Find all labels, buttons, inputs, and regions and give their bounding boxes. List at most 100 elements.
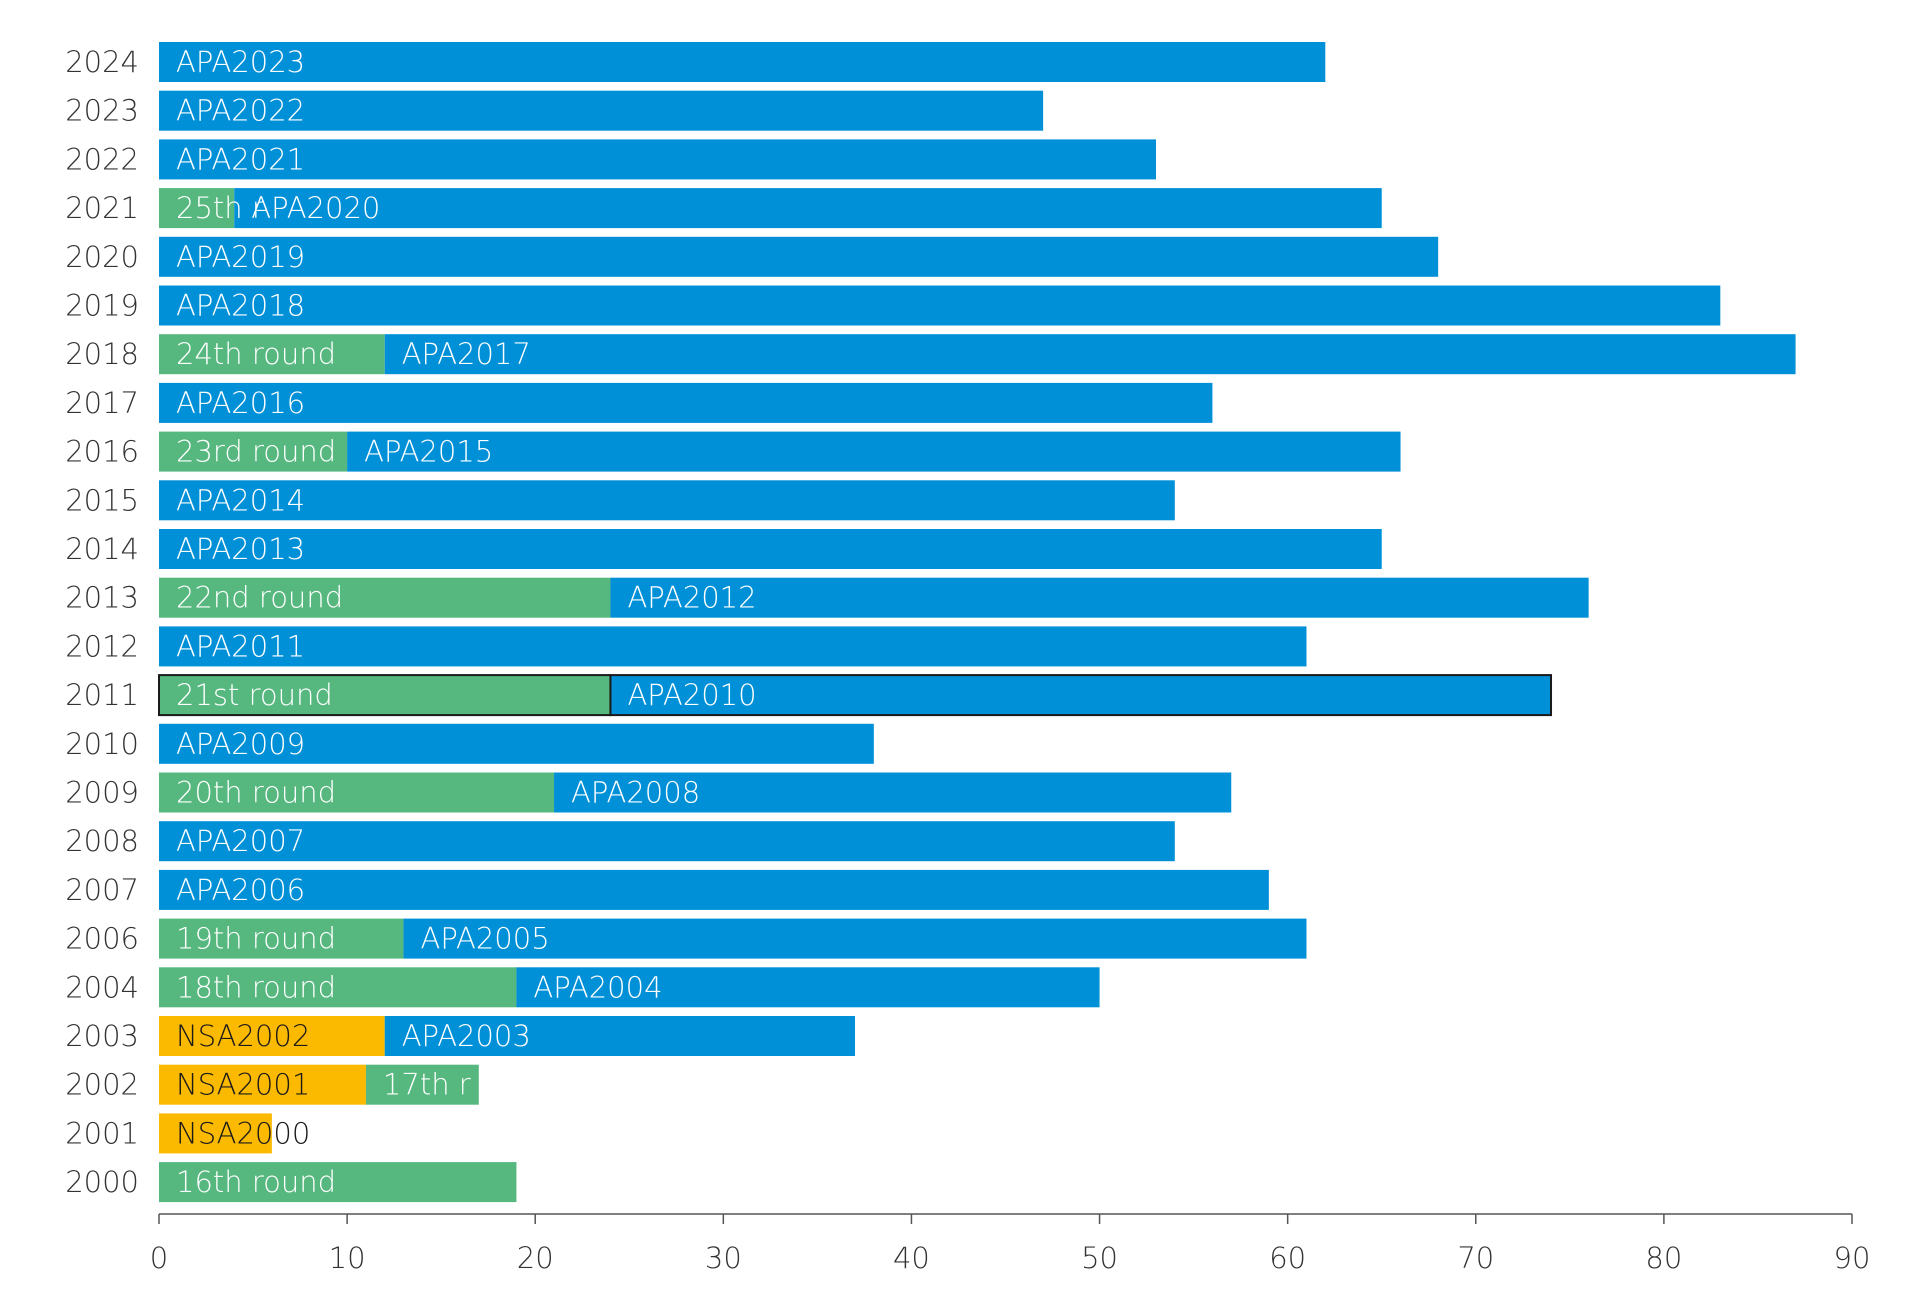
bar-segment [159,90,1044,131]
bar-segment [403,918,1307,959]
bar-segment [159,772,555,813]
y-tick-label: 2022 [65,142,139,176]
segment-label: 21st round [176,678,333,712]
y-tick-label: 2002 [65,1068,139,1102]
segment-label: 22nd round [176,581,343,615]
x-tick-label: 50 [1081,1241,1118,1275]
bar-segment [159,821,1175,862]
bar-segment [159,1113,272,1154]
segment-label: 17th r [383,1068,471,1102]
bar-segment [384,1016,856,1056]
bar-segment [158,674,612,717]
bar-segment [384,334,1796,375]
y-tick-label: 2018 [65,337,139,371]
bar-segment [159,869,1269,910]
bar-segment [347,431,1401,472]
y-tick-label: 2015 [65,483,139,517]
segment-label: APA2023 [176,45,305,79]
bar-segment [159,139,1156,180]
segment-label: APA2014 [176,483,305,517]
y-tick-label: 2020 [65,240,139,274]
x-tick-label: 80 [1645,1241,1682,1275]
segment-label: NSA2001 [176,1068,310,1102]
x-tick-label: 40 [893,1241,930,1275]
segment-label: APA2018 [176,289,305,323]
bar-segment [159,480,1175,521]
bar-segment [159,967,517,1008]
segment-label: APA2009 [176,727,305,761]
bar-segment [159,1016,385,1056]
y-tick-label: 2009 [65,776,139,810]
segment-label: APA2016 [176,386,305,420]
bar-segment [609,674,1553,717]
y-tick-label: 2000 [65,1165,139,1199]
bar-segment [159,42,1326,82]
y-tick-label: 2019 [65,289,139,323]
bar-segment [610,577,1589,618]
y-tick-label: 2001 [65,1116,139,1150]
segment-label: NSA2000 [176,1116,310,1150]
segment-label: APA2021 [176,142,305,176]
segment-label: APA2011 [176,629,305,663]
y-tick-label: 2023 [65,94,139,128]
bar-segment [516,967,1100,1008]
segment-label: APA2013 [176,532,305,566]
y-tick-label: 2003 [65,1019,139,1053]
bar-segment [159,626,1307,667]
segment-label: APA2015 [364,435,493,469]
segment-label: 19th round [176,922,336,956]
y-tick-label: 2006 [65,922,139,956]
y-tick-label: 2012 [65,629,139,663]
segment-label: APA2008 [571,776,700,810]
segment-label: 18th round [176,970,336,1004]
segment-label: APA2019 [176,240,305,274]
bar-segment [159,382,1213,423]
x-tick-label: 30 [705,1241,742,1275]
bar-segment [365,1064,479,1105]
x-tick-label: 0 [150,1241,168,1275]
bar-segment [234,188,1382,229]
segment-label: 16th round [176,1165,336,1199]
bar-segment [159,577,611,618]
segment-label: 20th round [176,776,336,810]
bar-segment [159,188,235,229]
segment-label: APA2007 [176,824,305,858]
x-tick-label: 70 [1457,1241,1494,1275]
y-tick-label: 2017 [65,386,139,420]
bar-segment [159,334,385,375]
y-tick-label: 2008 [65,824,139,858]
segment-label: APA2010 [627,678,756,712]
y-tick-label: 2010 [65,727,139,761]
bar-segment [159,431,348,472]
bar-segment [159,1162,517,1203]
segment-label: APA2020 [251,191,380,225]
y-tick-label: 2016 [65,435,139,469]
bar-segment [159,1064,366,1105]
bar-segment [159,529,1382,569]
y-tick-label: 2014 [65,532,139,566]
bar-segment [554,772,1232,813]
bar-segment [159,723,874,764]
segment-label: APA2005 [421,922,550,956]
segment-label: APA2017 [402,337,531,371]
bar-segment [159,918,404,959]
segment-label: 25th r [176,191,264,225]
y-tick-label: 2007 [65,873,139,907]
segment-label: APA2006 [176,873,305,907]
segment-label: APA2022 [176,94,305,128]
segment-label: 23rd round [176,435,336,469]
segment-label: APA2003 [402,1019,531,1053]
x-tick-label: 90 [1834,1241,1871,1275]
x-tick-label: 20 [517,1241,554,1275]
segment-label: APA2012 [627,581,756,615]
y-tick-label: 2011 [65,678,139,712]
x-tick-label: 10 [329,1241,366,1275]
bar-segment [159,236,1439,277]
y-tick-label: 2004 [65,970,139,1004]
y-tick-label: 2013 [65,581,139,615]
x-tick-label: 60 [1269,1241,1306,1275]
segment-label: 24th round [176,337,336,371]
segment-label: NSA2002 [176,1019,310,1053]
y-tick-label: 2021 [65,191,139,225]
